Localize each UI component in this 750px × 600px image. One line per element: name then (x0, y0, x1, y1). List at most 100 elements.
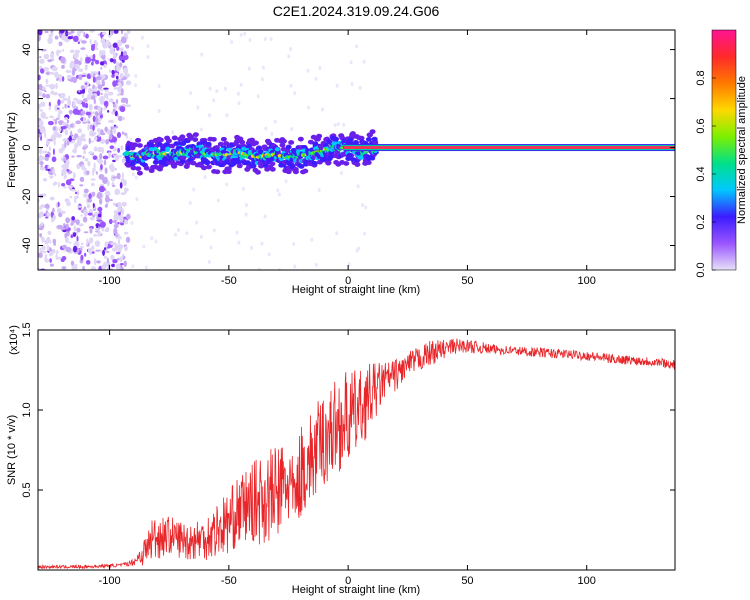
spectrogram-noise-cell (117, 115, 123, 122)
spectrogram-noise-cell (111, 263, 115, 268)
spectrogram-ridge-cell (322, 156, 329, 162)
colorbar-tick-label: 0.6 (695, 118, 707, 133)
spectrogram-noise-cell (216, 198, 220, 203)
spectrogram-noise-cell (83, 150, 86, 155)
spectrogram-noise-cell (66, 119, 70, 124)
spectrogram-noise-cell (113, 147, 117, 152)
spectrogram-noise-cell (72, 53, 76, 57)
spectrogram-noise-cell (65, 179, 72, 186)
spectrogram-noise-cell (110, 241, 117, 246)
spectrogram-noise-cell (83, 209, 89, 217)
spectrogram-noise-cell (68, 109, 74, 115)
spectrogram-noise-cell (106, 40, 110, 43)
spectrogram-noise-cell (106, 42, 111, 47)
spectrogram-noise-cell (75, 219, 80, 225)
spectrogram-x-tick-label: -100 (99, 275, 121, 287)
spectrogram-ridge-cell (252, 140, 259, 146)
spectrogram-noise-cell (120, 145, 124, 151)
spectrogram-band-core (343, 146, 675, 149)
spectrogram-ridge-cell (148, 147, 154, 152)
spectrogram-noise-cell (289, 83, 293, 88)
spectrogram-noise-cell (76, 30, 81, 37)
spectrogram-noise-cell (117, 212, 121, 216)
spectrogram-noise-cell (77, 128, 83, 134)
spectrogram-noise-cell (80, 254, 84, 261)
spectrogram-noise-cell (239, 82, 243, 87)
spectrogram-ridge-cell (316, 133, 323, 139)
spectrogram-noise-cell (93, 136, 98, 141)
spectrogram-noise-cell (80, 47, 86, 51)
spectrogram-noise-cell (39, 58, 45, 64)
colorbar-tick-label: 0.4 (695, 166, 707, 181)
spectrogram-noise-cell (95, 75, 102, 81)
spectrogram-noise-cell (92, 76, 96, 83)
spectrogram-noise-cell (157, 84, 161, 89)
spectrogram-noise-cell (104, 126, 108, 132)
spectrogram-noise-cell (124, 219, 129, 225)
spectrogram-noise-cell (225, 182, 229, 187)
spectrogram-ridge-cell (202, 158, 209, 164)
spectrogram-noise-cell (95, 249, 101, 252)
spectrogram-noise-cell (39, 206, 43, 210)
spectrogram-noise-cell (64, 103, 67, 109)
spectrogram-ridge-cell (179, 134, 186, 140)
spectrogram-noise-cell (91, 191, 96, 197)
spectrogram-noise-cell (61, 125, 67, 130)
spectrogram-noise-cell (58, 41, 63, 47)
spectrogram-noise-cell (154, 239, 158, 244)
spectrogram-ridge-cell (285, 144, 292, 150)
spectrogram-noise-cell (114, 188, 121, 196)
spectrogram-ridge-cell (333, 136, 340, 142)
spectrogram-noise-cell (45, 216, 49, 219)
spectrogram-noise-cell (58, 49, 62, 53)
spectrogram-noise-cell (113, 86, 119, 90)
spectrogram-noise-cell (94, 111, 99, 117)
spectrogram-ridge-cell (269, 161, 276, 167)
spectrogram-noise-cell (125, 80, 132, 86)
spectrogram-noise-cell (90, 71, 94, 77)
spectrogram-noise-cell (115, 245, 118, 252)
spectrogram-ridge-cell (170, 162, 177, 168)
spectrogram-ridge-cell (279, 142, 286, 148)
spectrogram-noise-cell (54, 118, 58, 125)
spectrogram-noise-cell (41, 236, 45, 243)
spectrogram-noise-cell (250, 245, 254, 250)
spectrogram-noise-cell (114, 154, 120, 161)
spectrogram-noise-cell (78, 74, 83, 81)
spectrogram-noise-cell (42, 87, 47, 90)
spectrogram-noise-cell (104, 89, 109, 93)
spectrogram-noise-cell (103, 159, 107, 166)
spectrogram-noise-cell (70, 189, 77, 192)
spectrogram-noise-cell (349, 60, 353, 65)
spectrogram-noise-cell (108, 69, 112, 73)
spectrogram-noise-cell (39, 56, 42, 59)
spectrogram-ridge-cell (347, 137, 354, 143)
spectrogram-noise-cell (61, 256, 67, 261)
spectrogram-noise-cell (52, 214, 56, 221)
spectrogram-noise-cell (80, 214, 83, 217)
spectrogram-noise-cell (124, 73, 131, 78)
spectrogram-noise-cell (224, 86, 228, 91)
spectrogram-ridge-cell (346, 152, 353, 158)
spectrogram-noise-cell (47, 138, 53, 142)
spectrogram-noise-cell (119, 236, 122, 240)
spectrogram-noise-cell (67, 32, 72, 35)
spectrogram-ridge-cell (352, 139, 359, 145)
spectrogram-noise-cell (57, 74, 63, 79)
spectrogram-noise-cell (195, 220, 199, 225)
spectrogram-noise-cell (239, 32, 243, 37)
spectrogram-noise-cell (260, 77, 264, 82)
spectrogram-noise-cell (363, 231, 367, 236)
spectrogram-noise-cell (142, 244, 146, 249)
spectrogram-noise-cell (121, 59, 125, 63)
spectrogram-noise-cell (306, 68, 310, 73)
spectrogram-noise-cell (237, 240, 241, 245)
spectrogram-noise-cell (88, 137, 91, 145)
spectrogram-noise-cell (247, 66, 251, 71)
spectrogram-ridge-cell (280, 138, 287, 144)
spectrogram-noise-cell (44, 30, 49, 34)
spectrogram-noise-cell (64, 117, 68, 121)
spectrogram-noise-cell (61, 259, 65, 263)
spectrogram-noise-cell (98, 265, 103, 270)
spectrogram-noise-cell (48, 33, 53, 39)
